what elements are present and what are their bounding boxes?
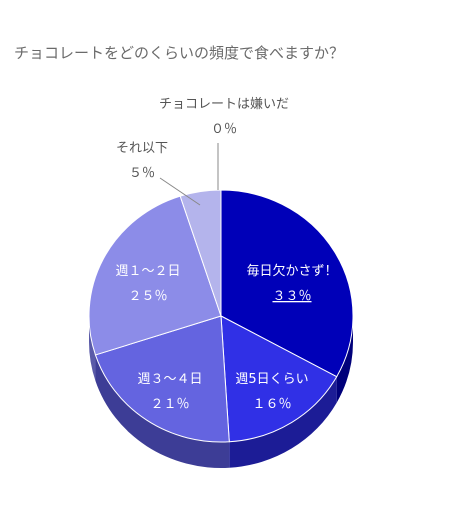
chart-title: チョコレートをどのくらいの頻度で食べますか？ [14, 44, 344, 62]
pie-slice-0 [220, 189, 354, 378]
slice-value-1: １６％ [252, 397, 291, 412]
slice-label-3: 週１～２日 [115, 264, 180, 279]
leader-lines [159, 143, 219, 206]
slice-value-3: ２５％ [128, 289, 167, 304]
pie-side-1 [229, 376, 337, 468]
pie-slice-2 [94, 315, 230, 443]
pie-side-0 [336, 316, 353, 403]
slice-label-0: 毎日欠かさず！ [246, 263, 337, 279]
pie-slice-3 [88, 195, 222, 356]
slice-label-4: それ以下 [116, 141, 168, 156]
pie-side-3 [89, 316, 96, 381]
slice-value-4: ５％ [129, 166, 155, 181]
slice-value-5: ０％ [211, 122, 237, 137]
slice-labels: 毎日欠かさず！ ３３％ 週5日くらい １６％ 週３～４日 ２１％ 週１～２日 ２５％ それ以下 ５… [115, 97, 337, 412]
slice-label-5: チョコレートは嫌いだ [159, 97, 289, 112]
pie-top-group [88, 189, 354, 443]
slice-value-2: ２１％ [150, 397, 189, 412]
pie-slice-1 [220, 315, 338, 443]
slice-label-1: 週5日くらい [235, 372, 308, 387]
leader-line-4 [159, 177, 201, 206]
slice-label-2: 週３～４日 [137, 372, 202, 387]
pie-slice-4 [179, 189, 222, 317]
slice-value-0: ３３％ [272, 289, 311, 304]
